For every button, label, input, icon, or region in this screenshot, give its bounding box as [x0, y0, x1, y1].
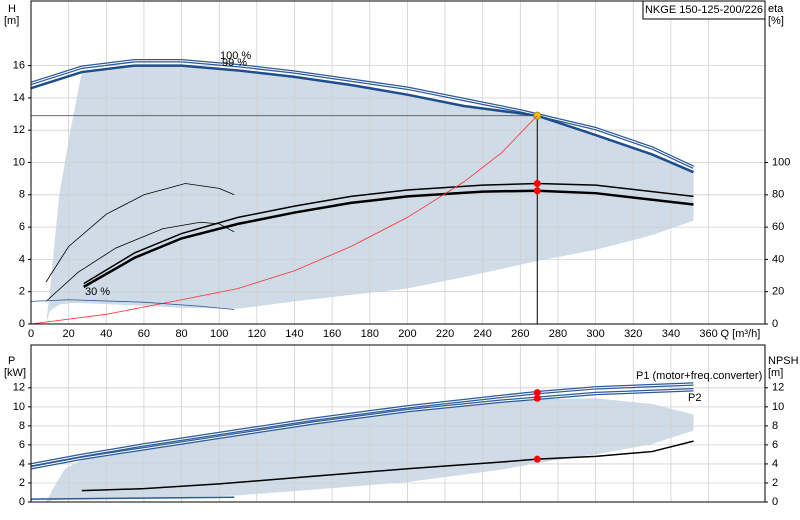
x-tick-label: 320 [624, 328, 642, 340]
plot-frame [30, 0, 766, 325]
y-tick-label: 10 [13, 156, 25, 168]
series-line [30, 64, 694, 174]
title-box [642, 0, 766, 20]
series-line [83, 189, 694, 288]
y2-tick-label: 8 [772, 420, 778, 432]
x-tick-label: 220 [436, 328, 454, 340]
x-tick-label: 200 [398, 328, 416, 340]
y-tick-label: 6 [19, 221, 25, 233]
y2-axis-unit: [%] [768, 15, 784, 27]
y2-axis-unit: [m] [768, 367, 783, 379]
y-tick-label: 8 [19, 420, 25, 432]
duty-marker [533, 394, 541, 402]
series-line [30, 496, 235, 500]
series-label: P1 (motor+freq.converter) [636, 370, 762, 382]
series-label: 30 % [85, 286, 110, 298]
x-tick-label: 40 [100, 328, 112, 340]
y-axis-label: P [8, 355, 15, 367]
y-axis-unit: [m] [4, 15, 19, 27]
y2-tick-label: 40 [772, 253, 784, 265]
y-tick-label: 14 [13, 92, 25, 104]
y-tick-label: 0 [19, 318, 25, 330]
x-axis-label: Q [m³/h] [721, 328, 761, 340]
plot-frame [30, 344, 766, 503]
duty-marker [533, 179, 541, 187]
y2-tick-label: 6 [772, 439, 778, 451]
y2-tick-label: 0 [772, 496, 778, 508]
series-line [45, 221, 235, 302]
duty-marker [533, 455, 541, 463]
y-tick-label: 10 [13, 401, 25, 413]
y-tick-label: 2 [19, 477, 25, 489]
x-tick-label: 360 [699, 328, 717, 340]
x-tick-label: 260 [511, 328, 529, 340]
x-tick-label: 180 [361, 328, 379, 340]
x-tick-label: 60 [138, 328, 150, 340]
y2-tick-label: 10 [772, 401, 784, 413]
series-line [30, 299, 235, 310]
y2-axis-label: eta [768, 3, 784, 15]
series-line-inner [30, 389, 694, 469]
y-tick-label: 6 [19, 439, 25, 451]
y-tick-label: 16 [13, 60, 25, 72]
y2-tick-label: 60 [772, 221, 784, 233]
x-tick-label: 300 [586, 328, 604, 340]
y2-tick-label: 2 [772, 477, 778, 489]
y-axis-unit: [kW] [4, 367, 26, 379]
y-tick-label: 2 [19, 286, 25, 298]
y2-tick-label: 4 [772, 458, 778, 470]
series-line [30, 115, 538, 325]
x-tick-label: 20 [63, 328, 75, 340]
y2-tick-label: 0 [772, 318, 778, 330]
duty-marker [533, 389, 541, 397]
x-tick-label: 80 [175, 328, 187, 340]
y-tick-label: 8 [19, 189, 25, 201]
y2-tick-label: 20 [772, 286, 784, 298]
y-tick-label: 4 [19, 458, 25, 470]
x-tick-label: 240 [474, 328, 492, 340]
y2-tick-label: 100 [772, 156, 790, 168]
y-tick-label: 12 [13, 382, 25, 394]
series-line [45, 183, 235, 283]
series-label: P2 [688, 392, 701, 404]
y2-tick-label: 80 [772, 189, 784, 201]
x-tick-label: 140 [285, 328, 303, 340]
y-axis-label: H [8, 3, 16, 15]
x-tick-label: 160 [323, 328, 341, 340]
y-tick-label: 0 [19, 496, 25, 508]
series-line-inner [30, 383, 694, 466]
duty-marker [533, 187, 541, 195]
series-line [83, 182, 694, 285]
y-tick-label: 12 [13, 124, 25, 136]
series-line-inner [30, 60, 694, 168]
x-tick-label: 100 [210, 328, 228, 340]
y2-axis-label: NPSH [768, 355, 799, 367]
chart-title: NKGE 150-125-200/226 [645, 4, 763, 16]
y-tick-label: 4 [19, 253, 25, 265]
series-line [81, 440, 694, 492]
series-label: 100 % [220, 50, 251, 62]
x-tick-label: 0 [28, 328, 34, 340]
x-tick-label: 120 [248, 328, 266, 340]
x-tick-label: 280 [549, 328, 567, 340]
series-label: 99 % [222, 57, 247, 69]
x-tick-label: 340 [662, 328, 680, 340]
y2-tick-label: 12 [772, 382, 784, 394]
